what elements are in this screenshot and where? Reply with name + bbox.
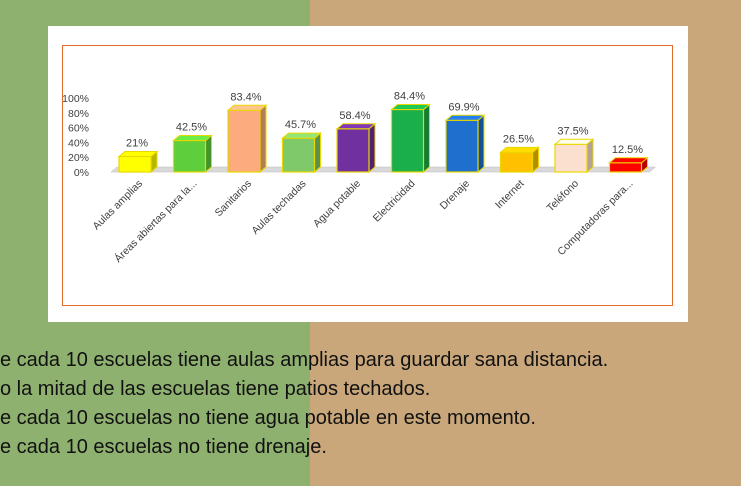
y-tick-label: 60% [68,123,89,135]
bar-top [117,150,159,157]
x-tick-label: Sanitarios [213,178,255,220]
text-line-1: e cada 10 escuelas tiene aulas amplias p… [0,349,609,371]
data-label: 69.9% [448,101,479,113]
x-tick-label: Electricidad [371,178,418,225]
data-label: 21% [126,137,148,149]
bar-top [226,104,268,111]
y-tick-label: 20% [68,152,89,164]
bar-top [281,132,322,139]
bar-side [423,103,430,174]
bar-top [390,104,431,111]
x-tick-label: Aulas techadas [249,178,308,237]
bar-top [335,123,377,130]
bar [445,119,479,173]
x-tick-label: Agua potable [311,178,363,230]
bar-side [314,132,321,174]
data-label: 84.4% [394,91,425,103]
bar [118,155,152,173]
bar-top [553,138,595,145]
bar [281,137,316,173]
bar-top [608,157,649,164]
bar [227,109,261,173]
text-line-2: o la mitad de las escuelas tiene patios … [0,378,431,400]
chart-frame [62,45,673,306]
chart-panel [48,26,688,322]
bar-side [259,104,267,174]
x-tick-label: Drenaje [438,178,473,213]
y-tick-label: 80% [68,108,89,120]
bar [336,128,370,173]
x-tick-label: Internet [493,178,527,212]
bar [390,108,425,173]
y-tick-label: 100% [62,93,89,105]
data-label: 83.4% [230,91,261,103]
bar-side [368,122,376,174]
bar [172,139,207,173]
data-label: 45.7% [285,119,316,131]
bar [608,162,643,173]
bar [554,143,588,173]
data-label: 58.4% [339,110,370,122]
data-label: 12.5% [612,144,643,156]
bar-top [172,135,213,142]
y-tick-label: 40% [68,137,89,149]
bar-side [477,114,485,174]
x-tick-label: Aulas amplias [90,178,145,233]
y-tick-label: 0% [74,167,89,179]
data-label: 37.5% [557,125,588,137]
bar-top [444,114,486,121]
bar [499,151,534,173]
bar-side [586,138,594,174]
data-label: 26.5% [503,133,534,145]
text-line-3: e cada 10 escuelas no tiene agua potable… [0,407,536,429]
data-label: 42.5% [176,122,207,134]
x-tick-label: Teléfono [545,178,582,215]
bar-chart: 0%20%40%60%80%100%21%Aulas amplias42.5%Á… [62,91,657,265]
text-line-4: e cada 10 escuelas no tiene drenaje. [0,436,327,458]
bar-side [205,134,212,174]
bar-top [499,146,540,153]
